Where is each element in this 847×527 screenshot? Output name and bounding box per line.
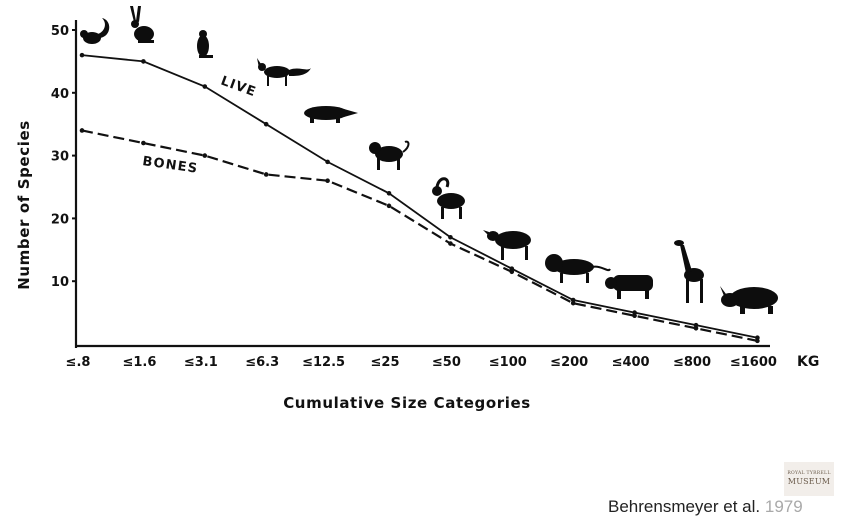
museum-logo: ROYAL TYRRELL MUSEUM <box>784 462 834 496</box>
data-point-live <box>263 121 269 127</box>
series-layer <box>79 52 760 344</box>
lion-icon <box>545 254 611 283</box>
x-tick-label: ≤.8 <box>66 355 91 370</box>
x-unit-label: KG <box>797 354 819 370</box>
y-tick-label: 40 <box>51 87 69 102</box>
prairie-dog-icon <box>197 30 213 58</box>
museum-logo-line2: MUSEUM <box>787 476 831 486</box>
series-line-bones <box>81 129 758 342</box>
data-point-live <box>141 59 146 64</box>
squirrel-icon <box>80 18 110 44</box>
x-tick-labels: ≤.8 ≤1.6 ≤3.1 ≤6.3 ≤12.5 ≤25 ≤50 ≤100 ≤200 ≤400 ≤8… <box>66 355 777 370</box>
x-tick-label: ≤400 <box>612 355 650 370</box>
data-point-bones <box>202 153 208 158</box>
data-point-bones <box>325 178 330 184</box>
x-tick-label: ≤200 <box>550 355 588 370</box>
y-axis-title: Number of Species <box>15 120 33 290</box>
data-point-live <box>202 84 208 89</box>
data-point-bones <box>79 128 85 133</box>
series-line-live <box>81 54 758 339</box>
data-point-bones <box>509 269 515 275</box>
x-tick-label: ≤6.3 <box>245 355 279 370</box>
x-tick-label: ≤12.5 <box>302 355 345 370</box>
citation-authors: Behrensmeyer et al. <box>608 497 761 516</box>
y-tick-label: 20 <box>51 212 69 227</box>
badger-icon <box>304 106 358 123</box>
data-point-bones <box>448 241 453 246</box>
data-point-bones <box>263 172 269 177</box>
series-label-bones: BONES <box>141 154 199 177</box>
citation: Behrensmeyer et al. 1979 <box>608 497 803 517</box>
data-point-bones <box>386 203 392 209</box>
data-point-live <box>386 190 392 196</box>
data-point-bones <box>632 313 637 319</box>
data-point-live <box>448 234 453 240</box>
giraffe-icon <box>674 240 704 303</box>
citation-year: 1979 <box>764 497 803 516</box>
hare-icon <box>130 6 154 43</box>
goat-icon <box>432 177 465 219</box>
wildebeest-icon <box>483 230 531 260</box>
x-tick-label: ≤800 <box>673 355 711 370</box>
x-tick-label: ≤25 <box>371 355 400 370</box>
data-point-bones <box>570 300 576 306</box>
y-tick-label: 30 <box>51 150 69 165</box>
x-tick-label: ≤1.6 <box>122 355 156 370</box>
data-point-bones <box>693 326 699 331</box>
x-tick-label: ≤100 <box>489 355 527 370</box>
y-tick-label: 10 <box>51 275 69 290</box>
animal-silhouettes <box>80 6 778 314</box>
buffalo-icon <box>605 275 653 299</box>
fox-icon <box>257 58 311 86</box>
y-tick-labels: 10 20 30 40 50 <box>51 24 76 290</box>
data-point-live <box>325 159 330 165</box>
x-tick-label: ≤1600 <box>730 355 777 370</box>
museum-logo-line1: ROYAL TYRRELL <box>787 471 831 477</box>
x-tick-label: ≤3.1 <box>184 355 218 370</box>
rhino-icon <box>720 286 778 314</box>
data-point-bones <box>141 140 146 146</box>
baboon-icon <box>369 140 410 170</box>
x-axis-title: Cumulative Size Categories <box>283 394 531 412</box>
series-label-live: LIVE <box>219 74 259 101</box>
y-tick-label: 50 <box>51 24 69 39</box>
data-point-bones <box>755 338 760 344</box>
x-tick-label: ≤50 <box>432 355 461 370</box>
data-point-live <box>79 52 85 58</box>
